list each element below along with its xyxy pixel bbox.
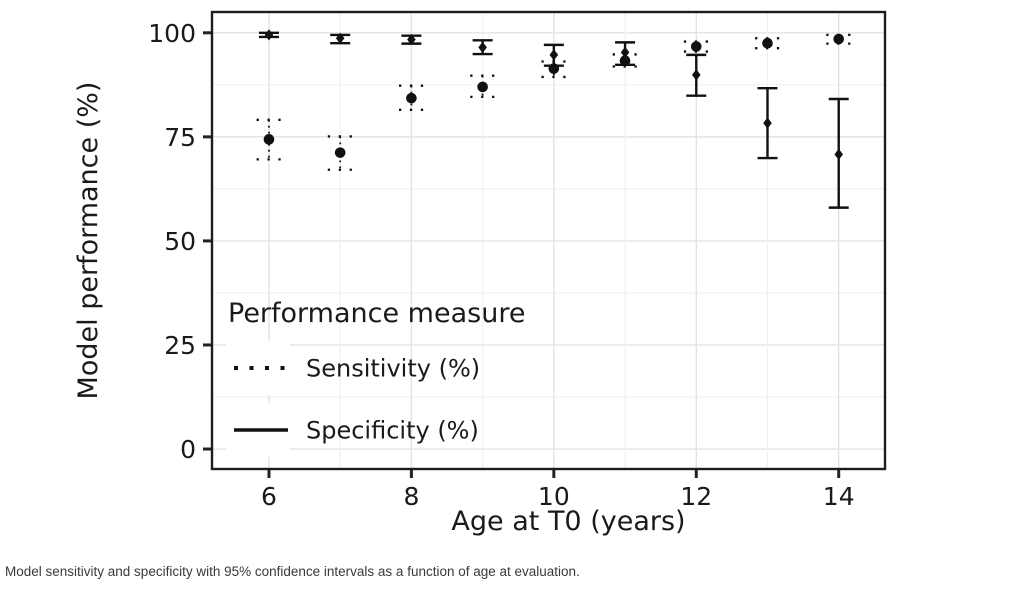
- data-series: [255, 29, 852, 209]
- sensitivity-point-age-6: [263, 134, 275, 145]
- x-tick-label: 14: [823, 482, 855, 511]
- legend-label-sensitivity: Sensitivity (%): [306, 355, 480, 383]
- sensitivity-point-age-7: [334, 147, 346, 158]
- specificity-point-age-8: [407, 33, 416, 46]
- specificity-point-age-7: [335, 32, 345, 44]
- specificity-point-age-12: [691, 69, 701, 81]
- specificity-point-age-10: [549, 49, 559, 61]
- sensitivity-errorbar-age-7: [327, 135, 354, 171]
- y-axis-title: Model performance (%): [73, 82, 104, 400]
- x-tick-label: 10: [538, 482, 570, 511]
- x-tick-label: 6: [261, 482, 277, 511]
- axes: 0 25 50 75 100 6 8 10 12 14: [148, 19, 854, 511]
- y-tick-label: 25: [164, 331, 196, 360]
- gridlines: [212, 12, 885, 469]
- sensitivity-point-age-13: [762, 37, 773, 49]
- sensitivity-point-age-14: [833, 33, 845, 45]
- specificity-point-age-13: [763, 117, 772, 129]
- sensitivity-errorbar-age-9: [469, 74, 496, 99]
- sensitivity-point-age-11: [619, 55, 631, 66]
- legend-label-specificity: Specificity (%): [306, 417, 479, 445]
- x-axis-title: Age at T0 (years): [451, 506, 685, 537]
- x-tick-label: 8: [403, 482, 419, 511]
- specificity-point-age-11: [620, 46, 630, 58]
- sensitivity-point-age-8: [406, 92, 417, 104]
- y-tick-label: 75: [164, 123, 196, 152]
- sensitivity-point-age-12: [690, 41, 702, 52]
- specificity-point-age-14: [834, 148, 844, 160]
- panel-border: [210, 10, 887, 471]
- sensitivity-point-age-9: [477, 81, 488, 93]
- figure-caption: Model sensitivity and specificity with 9…: [5, 564, 580, 579]
- y-tick-label: 50: [164, 227, 196, 256]
- legend: Performance measure Sensitivity (%) Specif…: [226, 298, 525, 457]
- specificity-point-age-6: [264, 29, 274, 41]
- specificity-point-age-9: [478, 41, 487, 53]
- sensitivity-point-age-10: [548, 63, 560, 74]
- y-tick-label: 0: [180, 435, 196, 464]
- y-tick-label: 100: [148, 19, 196, 48]
- x-tick-label: 12: [680, 482, 712, 511]
- legend-title: Performance measure: [228, 298, 525, 329]
